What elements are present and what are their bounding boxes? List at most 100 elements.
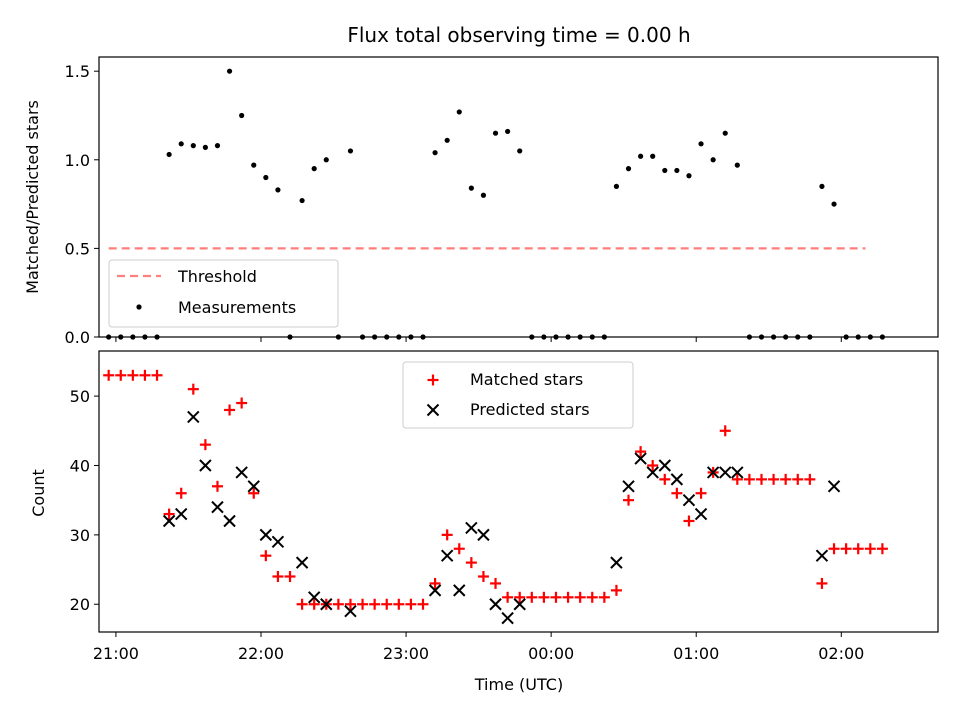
measurement-point [517, 148, 523, 154]
matched-star-point [538, 591, 550, 603]
measurement-point [347, 148, 354, 154]
predicted-star-point [235, 466, 248, 479]
matched-star-point [695, 487, 707, 499]
predicted-star-point [670, 473, 684, 486]
measurements-series [106, 68, 885, 340]
predicted-star-point [682, 493, 696, 507]
measurement-point [432, 150, 438, 156]
predicted-star-point [440, 549, 454, 562]
matched-star-point [272, 570, 284, 582]
measurements-legend-marker [136, 304, 142, 310]
count-legend-box [402, 361, 634, 429]
matched-star-point [477, 570, 489, 582]
matched-star-point [127, 369, 139, 381]
measurement-point [190, 143, 196, 149]
matched-stars-series [103, 369, 888, 610]
x-tick-label: 23:00 [383, 644, 429, 663]
matched-star-point [876, 543, 888, 555]
threshold-legend-label: Threshold [177, 267, 257, 286]
measurement-point [650, 153, 656, 159]
measurement-point [178, 141, 184, 147]
matched-star-point [502, 591, 514, 603]
matched-star-point [308, 598, 320, 610]
predicted-star-point [827, 480, 841, 493]
predicted-legend-label: Predicted stars [470, 400, 590, 419]
predicted-star-point [815, 549, 829, 562]
matched-star-point [598, 591, 610, 603]
measurement-point [323, 157, 329, 163]
predicted-star-point [344, 604, 357, 618]
matched-star-point [635, 446, 647, 458]
predicted-star-point [428, 584, 442, 597]
matched-star-point [441, 529, 453, 541]
matched-star-point [199, 439, 211, 451]
matched-legend-label: Matched stars [470, 370, 583, 389]
predicted-star-point [199, 459, 212, 472]
matched-star-point [151, 369, 163, 381]
x-tick-label: 22:00 [238, 644, 284, 663]
predicted-star-point [719, 466, 732, 479]
measurements-legend-label: Measurements [178, 298, 296, 317]
predicted-legend-x [426, 403, 440, 417]
ratio-legend-box [108, 259, 339, 328]
measurement-point [226, 68, 233, 74]
matched-star-point [381, 598, 393, 610]
chart-title: Flux total observing time = 0.00 h [347, 23, 690, 47]
measurement-point [698, 141, 704, 147]
matched-star-point [224, 404, 236, 416]
measurement-point [674, 167, 680, 174]
predicted-star-point [501, 611, 514, 625]
measurement-point [662, 167, 668, 174]
measurement-point [722, 130, 728, 136]
matched-star-point [284, 570, 296, 582]
predicted-star-point [513, 598, 526, 611]
measurement-point [480, 192, 487, 198]
matched-star-point [175, 487, 187, 499]
predicted-stars-series [162, 410, 841, 625]
measurement-point [505, 128, 511, 135]
ratio-y-tick-label: 0.5 [65, 239, 90, 258]
x-tick-label: 00:00 [528, 644, 574, 663]
matched-star-point [490, 577, 502, 589]
predicted-star-point [175, 507, 188, 521]
predicted-star-point [706, 466, 720, 479]
predicted-star-point [634, 452, 647, 465]
predicted-star-point [610, 556, 623, 569]
predicted-star-point [259, 528, 273, 542]
matched-star-point [743, 473, 755, 485]
matched-star-point [586, 591, 598, 603]
predicted-star-point [658, 459, 671, 472]
matched-star-point [369, 598, 381, 610]
matched-star-point [671, 487, 683, 499]
predicted-star-point [247, 480, 260, 493]
count-y-tick-label: 30 [70, 526, 90, 545]
ratio-y-axis-label: Matched/Predicted stars [23, 100, 42, 294]
measurement-point [625, 166, 632, 172]
count-ticks: 20 30 40 50 21:00 22:00 23:00 00:00 01:00 02:00 [70, 387, 865, 663]
count-plot-frame [98, 350, 939, 633]
predicted-star-point [211, 500, 224, 514]
measurement-point [251, 162, 257, 168]
matched-star-point [139, 369, 151, 381]
matched-star-point [115, 369, 127, 381]
matched-star-point [610, 584, 622, 596]
measurement-point [444, 137, 450, 143]
count-legend: Matched stars Predicted stars [402, 361, 634, 429]
matched-star-point [768, 473, 780, 485]
count-y-tick-label: 50 [70, 387, 90, 406]
measurement-point [613, 183, 620, 189]
measurement-point [214, 143, 221, 149]
matched-star-point [103, 369, 115, 381]
ratio-y-tick-label: 0.0 [65, 328, 90, 347]
ratio-plot-frame [98, 56, 939, 338]
measurement-point [734, 162, 740, 168]
matched-star-point [211, 480, 223, 492]
matched-star-point [623, 494, 635, 506]
matched-star-point [405, 598, 417, 610]
measurement-point [456, 109, 462, 115]
matched-star-point [187, 383, 199, 395]
predicted-star-point [477, 528, 490, 542]
measurement-point [492, 130, 499, 136]
ratio-legend: Threshold Measurements [108, 259, 339, 328]
